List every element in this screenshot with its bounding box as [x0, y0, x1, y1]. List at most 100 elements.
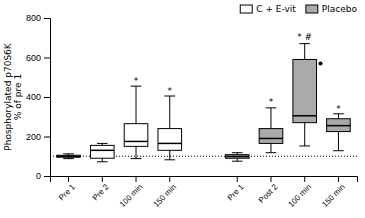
legend-swatch: [306, 5, 318, 13]
y-axis-line: [44, 19, 51, 177]
x-tick-label: 100 min: [118, 183, 144, 209]
legend-label: C + E-vit: [256, 4, 296, 14]
whisker-low: [338, 132, 339, 151]
y-tick-mark: [44, 58, 50, 59]
x-tick: Pre 1: [57, 176, 77, 202]
cap-low: [131, 158, 142, 159]
x-tick-label: 100 min: [287, 183, 313, 209]
x-tick: 100 min: [287, 176, 313, 209]
x-tick: Post 2: [257, 176, 280, 205]
plot-root: 0200400600800Pre 1Pre 2100 min150 minPre…: [3, 4, 357, 209]
median: [327, 125, 351, 127]
cap-high: [232, 152, 243, 153]
y-tick-label: 400: [26, 92, 41, 102]
box: [124, 86, 148, 158]
box: [327, 114, 351, 151]
x-tick: Pre 1: [226, 176, 246, 202]
cap-high: [299, 43, 310, 44]
whisker-low: [102, 158, 103, 162]
annotation: *: [134, 76, 139, 86]
y-tick: 200: [26, 132, 50, 142]
y-tick-mark: [44, 97, 50, 98]
cap-low: [266, 152, 277, 153]
legend: C + E-vit Placebo: [240, 4, 357, 14]
x-tick-label: Post 2: [257, 182, 280, 205]
x-tick: 100 min: [118, 176, 144, 209]
box: [293, 44, 323, 146]
median: [259, 138, 283, 140]
x-axis: Pre 1 Pre 2 100 min 150 min Pre 1 Post 2 100 m…: [51, 176, 358, 209]
whisker-high: [304, 44, 305, 60]
y-tick: 600: [26, 53, 50, 63]
x-tick-mark: [304, 176, 305, 182]
cap-low: [232, 161, 243, 162]
y-tick-mark: [44, 18, 50, 19]
y-tick-mark: [44, 176, 50, 177]
x-tick-label: 150 min: [320, 183, 346, 209]
x-tick-label: Pre 2: [91, 182, 111, 202]
cap-low: [164, 159, 175, 160]
legend-label: Placebo: [322, 4, 358, 14]
whisker-high: [270, 108, 271, 129]
annotation: *: [336, 104, 341, 114]
whisker-high: [338, 114, 339, 119]
legend-item: C + E-vit: [240, 4, 296, 14]
whisker-low: [136, 146, 137, 158]
legend-item: Placebo: [306, 4, 358, 14]
x-tick-label: Pre 1: [57, 182, 77, 202]
box-series: [57, 86, 182, 162]
x-tick-mark: [270, 176, 271, 182]
median: [57, 156, 81, 158]
y-tick-label: 600: [26, 53, 41, 63]
box: [57, 154, 81, 159]
box: [90, 143, 114, 161]
cap-low: [63, 158, 74, 159]
box: [225, 153, 249, 161]
cap-low: [299, 145, 310, 146]
cap-high: [266, 107, 277, 108]
x-tick: 150 min: [320, 176, 346, 209]
box-body: [327, 119, 351, 132]
cap-high: [97, 143, 108, 144]
cap-low: [333, 150, 344, 151]
y-tick-label: 0: [36, 171, 41, 181]
annotations: * * * * # *: [134, 32, 341, 114]
cap-high: [131, 86, 142, 87]
box-body: [225, 155, 249, 159]
box-body: [293, 59, 317, 122]
x-tick: Pre 2: [91, 176, 111, 202]
x-tick-label: Pre 1: [226, 182, 246, 202]
whisker-low: [304, 123, 305, 146]
whisker-low: [270, 143, 271, 152]
box: [158, 96, 182, 160]
annotation: * #: [297, 32, 312, 42]
cap-high: [63, 153, 74, 154]
y-axis: 0 200 400 600 800: [26, 13, 51, 181]
annotation: *: [168, 86, 173, 96]
y-tick: 400: [26, 92, 50, 102]
whisker-high: [169, 96, 170, 129]
whisker-low: [169, 150, 170, 159]
y-tick-label: 200: [26, 132, 41, 142]
y-tick-mark: [44, 137, 50, 138]
box-body: [124, 124, 148, 147]
y-axis-title: Phosphorylated p70S6K% of pre 1: [3, 42, 23, 151]
x-tick-label: 150 min: [152, 183, 178, 209]
y-tick: 0: [36, 171, 50, 181]
legend-swatch: [240, 5, 252, 13]
box-body: [259, 129, 283, 144]
x-tick-mark: [237, 176, 238, 182]
x-tick-mark: [136, 176, 137, 182]
cap-low: [97, 161, 108, 162]
y-tick: 800: [26, 13, 50, 23]
x-tick-mark: [338, 176, 339, 182]
x-tick-mark: [102, 176, 103, 182]
x-tick-mark: [68, 176, 69, 182]
annotation: *: [269, 97, 274, 107]
chart: 0200400600800Pre 1Pre 2100 min150 minPre…: [0, 0, 365, 218]
median: [225, 156, 249, 158]
median: [124, 141, 148, 143]
box: [259, 108, 283, 153]
median: [158, 143, 182, 145]
x-tick: 150 min: [152, 176, 178, 209]
